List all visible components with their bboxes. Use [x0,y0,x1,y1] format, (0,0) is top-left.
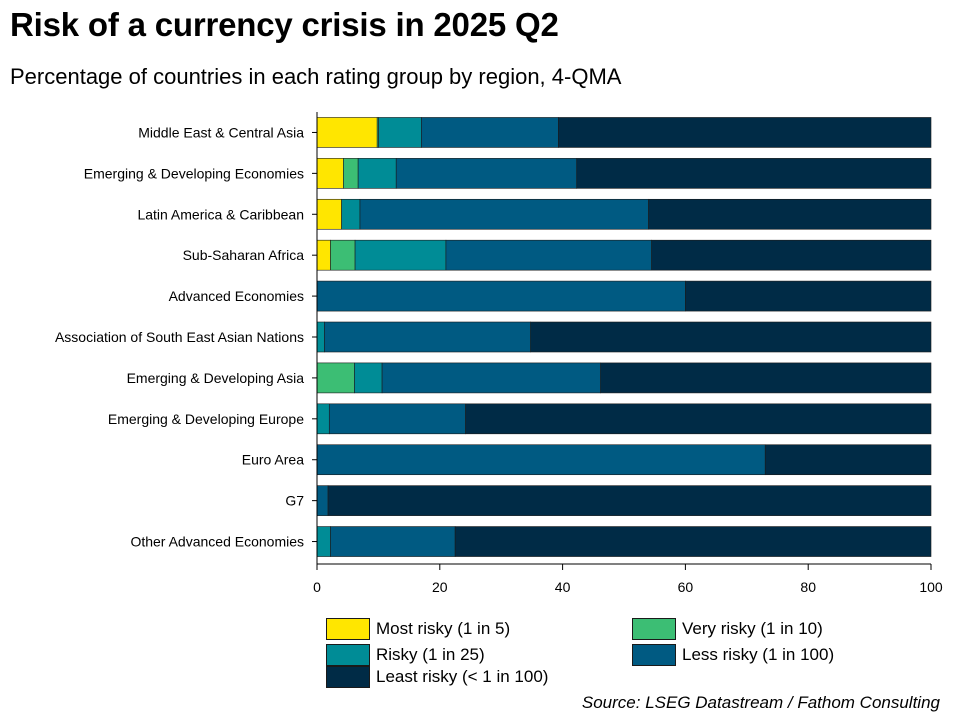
legend-item-risky: Risky (1 in 25) [326,644,485,666]
bar-latin-america-caribbean-most-risky [316,198,342,230]
legend-label-risky: Risky (1 in 25) [376,645,485,664]
category-label-advanced-economies: Advanced Economies [169,288,304,304]
bar-middle-east-central-asia-risky [378,117,422,148]
legend-label-least-risky: Least risky (< 1 in 100) [376,667,549,686]
category-label-euro-area: Euro Area [242,452,304,468]
bar-emerging-developing-economies-most-risky [316,158,344,189]
bar-association-of-south-east-asian-nations-less-risky [324,321,531,353]
category-label-other-advanced-economies: Other Advanced Economies [130,534,304,550]
bars-group [316,117,932,557]
bar-emerging-developing-europe-least-risky [465,403,932,435]
legend-swatch-most-risky [326,618,370,640]
bar-association-of-south-east-asian-nations-risky [316,321,325,353]
category-labels: Middle East & Central Asia Emerging & Dev… [55,124,317,550]
bar-association-of-south-east-asian-nations-least-risky [530,321,932,353]
category-label-emerging-developing-europe: Emerging & Developing Europe [108,411,304,427]
x-tick-label-20: 20 [432,579,448,595]
bar-sub-saharan-africa-risky [354,239,447,271]
category-label-emerging-developing-economies: Emerging & Developing Economies [84,165,304,181]
bar-emerging-developing-asia-risky [354,362,383,394]
bar-middle-east-central-asia-most-risky [316,117,378,148]
bar-emerging-developing-europe-risky [316,403,330,435]
bar-latin-america-caribbean-risky [341,198,361,230]
x-tick-label-100: 100 [919,579,943,595]
bar-advanced-economies-less-risky [316,280,686,312]
bar-other-advanced-economies-risky [316,526,331,557]
bar-latin-america-caribbean-least-risky [648,198,932,230]
x-tick-label-0: 0 [313,579,321,595]
x-tick-label-60: 60 [678,579,694,595]
bar-sub-saharan-africa-very-risky [330,239,356,271]
category-label-sub-saharan-africa: Sub-Saharan Africa [183,247,305,263]
legend-item-less-risky: Less risky (1 in 100) [632,644,834,666]
bar-euro-area-least-risky [764,444,932,476]
legend-swatch-less-risky [632,644,676,666]
legend-item-least-risky: Least risky (< 1 in 100) [326,666,548,688]
legend-swatch-very-risky [632,618,676,640]
bar-emerging-developing-economies-very-risky [343,158,359,189]
category-label-association-of-south-east-asian-nations: Association of South East Asian Nations [55,329,304,345]
chart-title: Risk of a currency crisis in 2025 Q2 [10,6,559,43]
bar-middle-east-central-asia-least-risky [558,117,932,148]
legend-item-most-risky: Most risky (1 in 5) [326,618,510,640]
bar-emerging-developing-asia-least-risky [600,362,932,394]
bar-sub-saharan-africa-less-risky [445,239,652,271]
x-tick-label-40: 40 [555,579,571,595]
legend-swatch-least-risky [326,666,370,688]
bar-euro-area-less-risky [316,444,766,476]
source-note: Source: LSEG Datastream / Fathom Consult… [581,693,940,712]
bar-emerging-developing-economies-less-risky [395,158,578,189]
bar-g7-least-risky [327,485,932,516]
category-label-emerging-developing-asia: Emerging & Developing Asia [127,370,305,386]
legend-label-very-risky: Very risky (1 in 10) [682,619,823,638]
bar-emerging-developing-europe-less-risky [328,403,466,435]
category-label-middle-east-central-asia: Middle East & Central Asia [138,124,304,140]
bar-other-advanced-economies-less-risky [330,526,456,557]
legend-label-less-risky: Less risky (1 in 100) [682,645,835,664]
chart-subtitle: Percentage of countries in each rating g… [10,64,622,89]
x-axis: 0 20 40 60 80 100 [313,112,943,595]
bar-chart: Middle East & Central Asia Emerging & Dev… [55,112,943,595]
bar-emerging-developing-economies-least-risky [576,158,932,189]
bar-emerging-developing-economies-risky [357,158,397,189]
bar-sub-saharan-africa-most-risky [316,239,331,271]
legend: Most risky (1 in 5) Risky (1 in 25) Leas… [326,618,886,692]
bar-sub-saharan-africa-least-risky [651,239,932,271]
legend-item-very-risky: Very risky (1 in 10) [632,618,823,640]
bar-advanced-economies-least-risky [685,280,932,312]
bar-other-advanced-economies-least-risky [454,526,932,557]
legend-swatch-risky [326,644,370,666]
category-label-latin-america-caribbean: Latin America & Caribbean [137,206,304,222]
bar-g7-less-risky [316,485,329,516]
bar-emerging-developing-asia-less-risky [381,362,601,394]
bar-latin-america-caribbean-less-risky [359,198,649,230]
category-label-g7: G7 [285,493,304,509]
bar-emerging-developing-asia-very-risky [316,362,355,394]
x-tick-label-80: 80 [800,579,816,595]
legend-label-most-risky: Most risky (1 in 5) [376,619,511,638]
bar-middle-east-central-asia-less-risky [421,117,559,148]
